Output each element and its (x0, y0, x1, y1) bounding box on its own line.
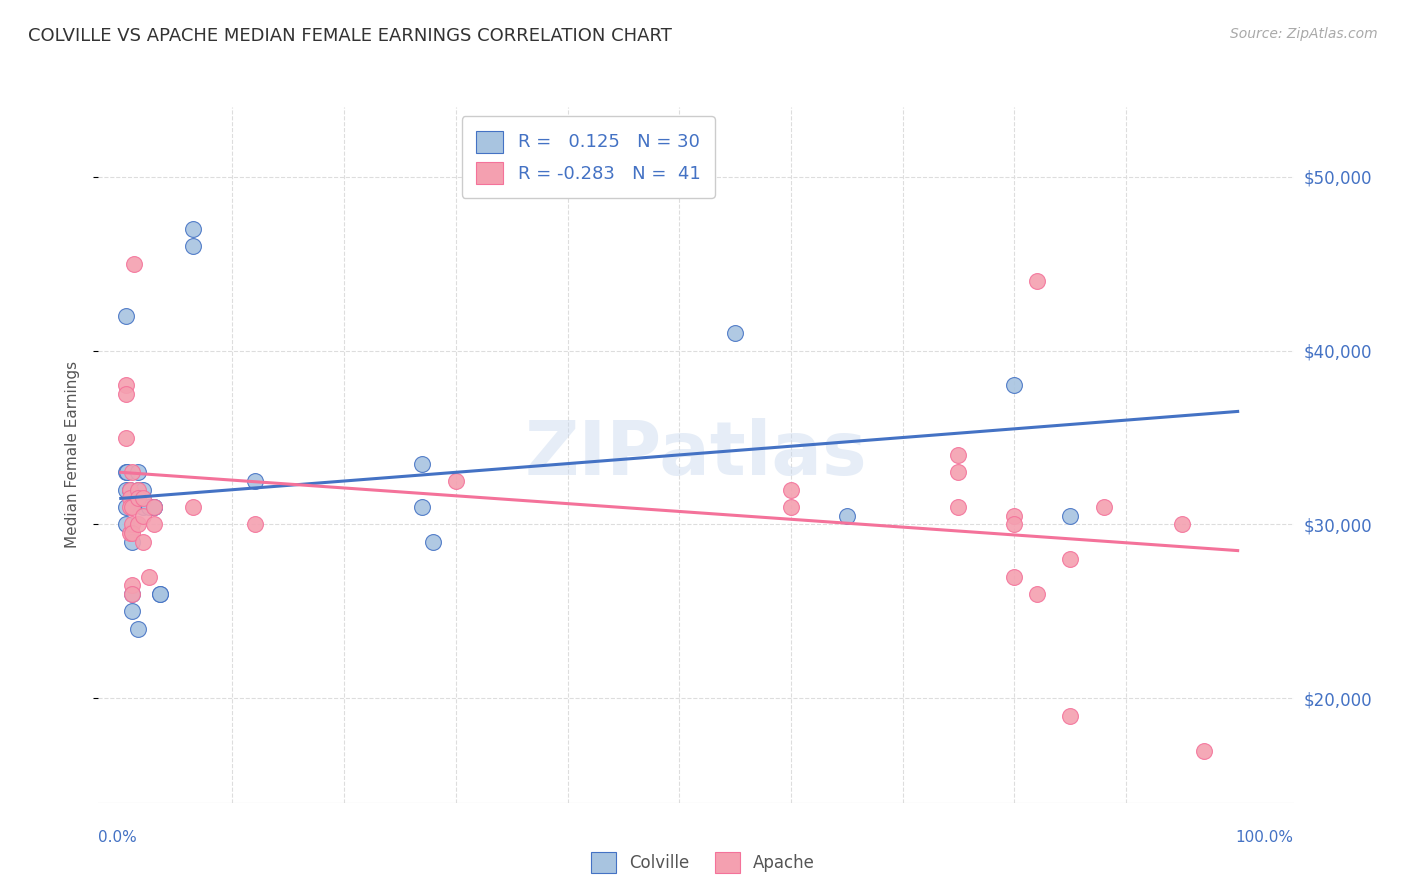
Point (948, 500, 970, 515)
Point (948, 466, 970, 480)
Point (132, 500, 155, 515)
Point (724, 326, 747, 341)
Point (115, 309, 138, 323)
Point (143, 500, 166, 515)
Point (1092, 500, 1115, 515)
Point (243, 517, 266, 532)
Point (115, 431, 138, 445)
Point (1002, 517, 1025, 532)
Point (115, 517, 138, 532)
Point (1002, 508, 1025, 523)
Point (121, 526, 143, 541)
Point (115, 500, 138, 515)
Point (183, 500, 205, 515)
Point (115, 387, 138, 401)
Point (149, 587, 172, 601)
Point (118, 483, 141, 497)
Point (132, 491, 155, 506)
Point (1059, 508, 1081, 523)
Point (948, 448, 970, 462)
Point (127, 622, 149, 636)
Text: 0.0%: 0.0% (98, 830, 138, 845)
Point (183, 239, 205, 253)
Point (132, 483, 155, 497)
Point (115, 483, 138, 497)
Point (127, 491, 149, 506)
Text: 100.0%: 100.0% (1236, 830, 1294, 845)
Point (118, 526, 141, 541)
Point (1002, 570, 1025, 584)
Point (243, 474, 266, 488)
Point (132, 535, 155, 549)
Point (143, 500, 166, 515)
Point (1059, 552, 1081, 566)
Point (127, 517, 149, 532)
Point (121, 466, 143, 480)
Text: Source: ZipAtlas.com: Source: ZipAtlas.com (1230, 27, 1378, 41)
Point (780, 483, 803, 497)
Point (143, 500, 166, 515)
Point (127, 466, 149, 480)
Point (183, 222, 205, 236)
Point (411, 500, 433, 515)
Point (121, 587, 143, 601)
Point (149, 587, 172, 601)
Point (422, 535, 444, 549)
Point (121, 500, 143, 515)
Point (121, 587, 143, 601)
Point (411, 457, 433, 471)
Legend: Colville, Apache: Colville, Apache (585, 846, 821, 880)
Point (138, 500, 160, 515)
Text: COLVILLE VS APACHE MEDIAN FEMALE EARNINGS CORRELATION CHART: COLVILLE VS APACHE MEDIAN FEMALE EARNING… (28, 27, 672, 45)
Point (127, 483, 149, 497)
Point (1002, 378, 1025, 392)
Point (121, 535, 143, 549)
Point (835, 508, 858, 523)
Point (115, 378, 138, 392)
Point (118, 491, 141, 506)
Y-axis label: Median Female Earnings: Median Female Earnings (65, 361, 80, 549)
Point (117, 466, 139, 480)
Point (121, 578, 143, 592)
Point (132, 508, 155, 523)
Point (127, 483, 149, 497)
Point (1025, 274, 1047, 288)
Point (118, 500, 141, 515)
Point (780, 500, 803, 515)
Point (143, 517, 166, 532)
Text: ZIPatlas: ZIPatlas (524, 418, 868, 491)
Point (1059, 708, 1081, 723)
Point (444, 474, 467, 488)
Legend: R =   0.125   N = 30, R = -0.283   N =  41: R = 0.125 N = 30, R = -0.283 N = 41 (461, 116, 716, 198)
Point (138, 570, 160, 584)
Point (121, 605, 143, 619)
Point (1025, 587, 1047, 601)
Point (115, 466, 138, 480)
Point (1171, 517, 1194, 532)
Point (1192, 744, 1215, 758)
Point (122, 257, 145, 271)
Point (118, 483, 141, 497)
Point (121, 517, 143, 532)
